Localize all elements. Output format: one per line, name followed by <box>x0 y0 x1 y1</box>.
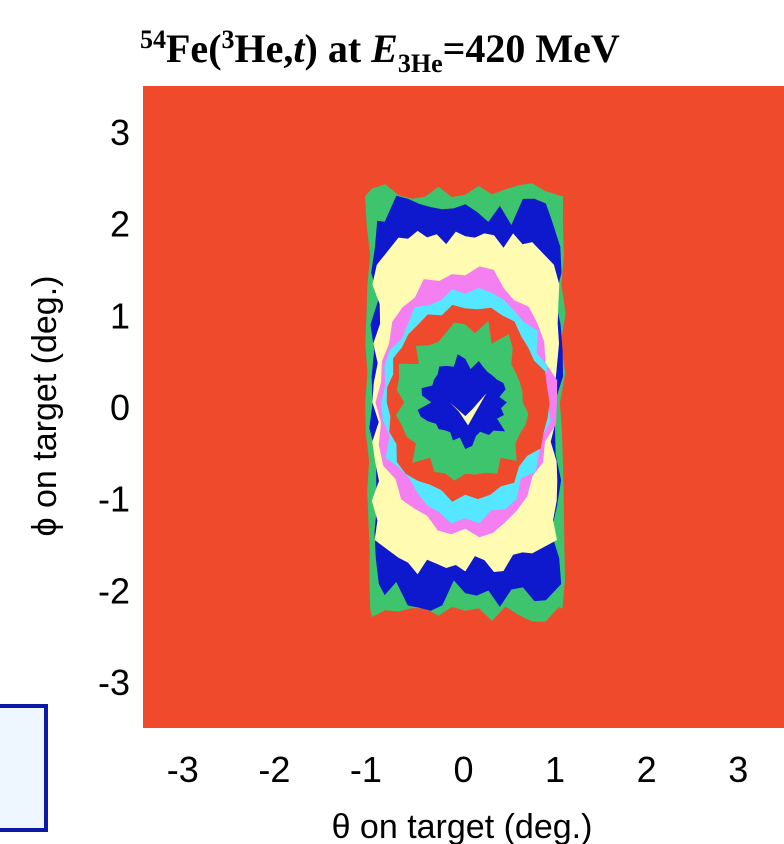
contour-level-8 <box>417 354 507 449</box>
inset-box <box>0 704 48 832</box>
x-tick-label: -3 <box>167 749 199 790</box>
title-energy-value: =420 MeV <box>443 26 620 71</box>
y-tick-label: 0 <box>110 387 130 428</box>
x-tick-label: 3 <box>728 749 748 790</box>
title-energy-symbol: E <box>370 26 398 71</box>
x-tick-label: 2 <box>637 749 657 790</box>
y-tick-label: -3 <box>98 662 130 703</box>
plot-area <box>143 86 784 728</box>
y-tick-label: 2 <box>110 204 130 245</box>
title-energy-subscript: 3He <box>398 49 443 78</box>
x-tick-label: -1 <box>350 749 382 790</box>
y-tick-label: -2 <box>98 570 130 611</box>
x-tick-label: -2 <box>258 749 290 790</box>
title-he-mass: 3 <box>222 25 235 54</box>
y-tick-label: 1 <box>110 295 130 336</box>
title-particle: t <box>293 26 306 71</box>
y-axis-label: ϕ on target (deg.) <box>26 276 64 537</box>
title-close: ) at <box>305 26 372 71</box>
title-element: Fe( <box>166 26 222 71</box>
y-tick-labels: 3 2 1 0 -1 -2 -3 <box>98 112 130 703</box>
contour-peak <box>449 393 487 426</box>
chart-title: 54Fe(3He,t) at E3He=420 MeV <box>140 25 620 78</box>
y-tick-label: 3 <box>110 112 130 153</box>
title-reaction: He, <box>235 26 294 71</box>
x-axis-label: θ on target (deg.) <box>332 808 593 844</box>
x-tick-label: 0 <box>453 749 473 790</box>
y-tick-label: -1 <box>98 479 130 520</box>
title-mass-number: 54 <box>140 25 166 54</box>
x-tick-label: 1 <box>545 749 565 790</box>
x-tick-labels: -3 -2 -1 0 1 2 3 <box>167 749 748 790</box>
